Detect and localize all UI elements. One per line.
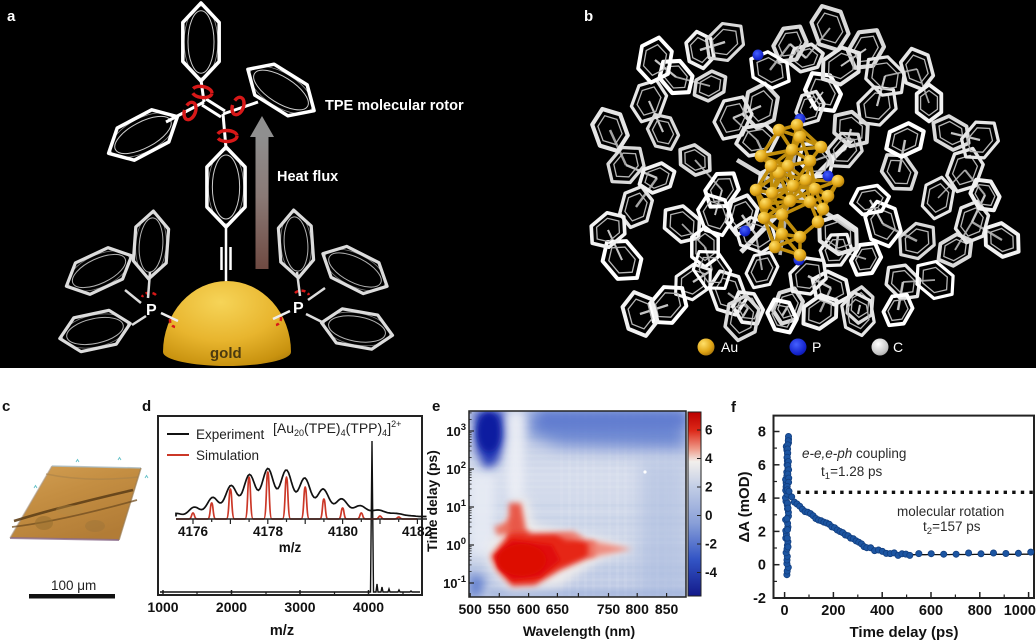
svg-text:d: d bbox=[142, 398, 151, 415]
svg-text:c: c bbox=[2, 398, 10, 415]
svg-text:1000: 1000 bbox=[147, 599, 178, 615]
svg-text:[Au20(TPE)4(TPP)4]2+: [Au20(TPE)4(TPP)4]2+ bbox=[273, 419, 401, 438]
svg-text:3000: 3000 bbox=[284, 599, 315, 615]
svg-text:e-e,e-ph coupling: e-e,e-ph coupling bbox=[802, 446, 906, 461]
svg-text:6: 6 bbox=[758, 458, 766, 474]
svg-text:200: 200 bbox=[821, 603, 845, 619]
svg-text:b: b bbox=[584, 8, 593, 25]
svg-text:-4: -4 bbox=[705, 565, 717, 580]
svg-text:2: 2 bbox=[705, 480, 713, 495]
svg-text:102: 102 bbox=[446, 460, 466, 477]
svg-text:550: 550 bbox=[488, 601, 512, 617]
svg-text:800: 800 bbox=[626, 601, 650, 617]
svg-text:Experiment: Experiment bbox=[196, 427, 265, 442]
svg-text:P: P bbox=[146, 302, 157, 319]
svg-text:4178: 4178 bbox=[253, 524, 284, 539]
svg-text:850: 850 bbox=[655, 601, 679, 617]
svg-text:Wavelength (nm): Wavelength (nm) bbox=[523, 623, 635, 639]
svg-text:t1=1.28 ps: t1=1.28 ps bbox=[821, 464, 882, 482]
svg-text:0: 0 bbox=[705, 508, 713, 523]
svg-text:0: 0 bbox=[758, 558, 766, 574]
svg-text:101: 101 bbox=[446, 498, 466, 515]
svg-text:Time delay (ps): Time delay (ps) bbox=[850, 624, 959, 641]
svg-text:2000: 2000 bbox=[216, 599, 247, 615]
svg-text:0: 0 bbox=[781, 603, 789, 619]
svg-text:P: P bbox=[293, 300, 304, 317]
svg-text:500: 500 bbox=[459, 601, 483, 617]
svg-text:1000: 1000 bbox=[1004, 603, 1036, 619]
svg-text:e: e bbox=[432, 398, 440, 415]
svg-text:m/z: m/z bbox=[279, 540, 302, 555]
svg-text:ΔA (mOD): ΔA (mOD) bbox=[736, 471, 753, 542]
svg-text:Heat flux: Heat flux bbox=[277, 169, 338, 185]
svg-text:f: f bbox=[731, 399, 737, 416]
svg-text:gold: gold bbox=[210, 345, 242, 362]
svg-text:P: P bbox=[812, 339, 821, 355]
svg-text:100 μm: 100 μm bbox=[51, 578, 96, 593]
svg-text:Au: Au bbox=[721, 339, 738, 355]
svg-text:m/z: m/z bbox=[270, 623, 294, 639]
svg-text:600: 600 bbox=[919, 603, 943, 619]
svg-text:650: 650 bbox=[546, 601, 570, 617]
svg-text:a: a bbox=[7, 8, 16, 25]
svg-text:4182: 4182 bbox=[402, 524, 432, 539]
svg-text:t2=157 ps: t2=157 ps bbox=[923, 519, 981, 537]
svg-text:4: 4 bbox=[705, 451, 713, 466]
svg-text:750: 750 bbox=[597, 601, 621, 617]
svg-text:400: 400 bbox=[870, 603, 894, 619]
svg-text:Time delay (ps): Time delay (ps) bbox=[424, 450, 440, 552]
svg-text:C: C bbox=[893, 339, 903, 355]
svg-text:4000: 4000 bbox=[353, 599, 384, 615]
svg-text:TPE molecular rotor: TPE molecular rotor bbox=[325, 98, 464, 114]
svg-text:molecular rotation: molecular rotation bbox=[897, 504, 1004, 519]
svg-text:6: 6 bbox=[705, 423, 713, 438]
svg-text:10-1: 10-1 bbox=[443, 574, 467, 591]
svg-text:600: 600 bbox=[517, 601, 541, 617]
svg-text:100: 100 bbox=[446, 536, 466, 553]
svg-text:8: 8 bbox=[758, 425, 766, 441]
svg-text:Simulation: Simulation bbox=[196, 448, 259, 463]
svg-text:-2: -2 bbox=[705, 537, 717, 552]
svg-text:800: 800 bbox=[968, 603, 992, 619]
svg-text:-2: -2 bbox=[753, 591, 766, 607]
svg-text:103: 103 bbox=[446, 422, 466, 439]
svg-text:4180: 4180 bbox=[328, 524, 358, 539]
svg-text:2: 2 bbox=[758, 524, 766, 540]
svg-text:4176: 4176 bbox=[178, 524, 209, 539]
svg-text:4: 4 bbox=[758, 491, 766, 507]
